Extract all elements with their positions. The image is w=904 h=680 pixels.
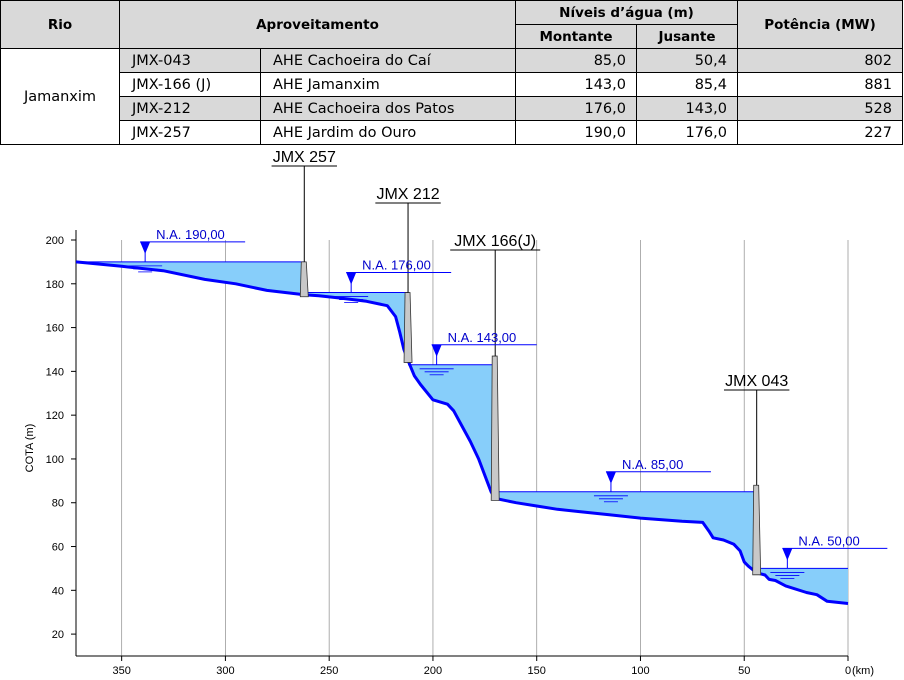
montante-cell: 190,0 — [515, 120, 637, 145]
riverbed — [75, 260, 849, 605]
code-cell: JMX-166 (J) — [119, 72, 261, 97]
y-tick-label: 20 — [52, 629, 64, 641]
water-level-label: N.A. 176,00 — [362, 258, 431, 273]
x-tick-label: 0 — [845, 665, 851, 677]
potencia-cell: 227 — [737, 120, 903, 145]
y-tick-label: 180 — [46, 279, 64, 291]
dam-label: JMX 166(J) — [454, 233, 536, 250]
col-jusante: Jusante — [636, 24, 738, 49]
y-axis-label: COTA (m) — [24, 424, 36, 473]
rio-cell: Jamanxim — [0, 48, 120, 145]
y-tick-label: 40 — [52, 585, 64, 597]
col-montante: Montante — [515, 24, 637, 49]
water-level-label: N.A. 50,00 — [798, 533, 859, 548]
dam-structure — [490, 355, 500, 501]
longitudinal-profile-chart: JMX 257 JMX 212 JMX 166(J) JMX 043 N.A. 190… — [24, 149, 888, 677]
table-row: JMX-257 AHE Jardim do Ouro 190,0 176,0 2… — [1, 120, 903, 145]
y-tick-label: 100 — [46, 454, 64, 466]
jusante-cell: 85,4 — [636, 72, 738, 97]
potencia-cell: 802 — [737, 48, 903, 73]
x-axis-unit: (km) — [852, 665, 874, 677]
montante-cell: 85,0 — [515, 48, 637, 73]
x-tick-label: 150 — [528, 665, 546, 677]
potencia-cell: 881 — [737, 72, 903, 97]
montante-cell: 176,0 — [515, 96, 637, 121]
water-level-label: N.A. 85,00 — [622, 457, 683, 472]
dam-structure — [299, 261, 309, 298]
jusante-cell: 50,4 — [636, 48, 738, 73]
dam-structure — [752, 484, 762, 576]
reservoir-area — [304, 292, 408, 361]
montante-cell: 143,0 — [515, 72, 637, 97]
y-tick-label: 200 — [46, 235, 64, 247]
name-cell: AHE Jardim do Ouro — [260, 120, 516, 145]
x-tick-label: 350 — [112, 665, 130, 677]
subheader-row: Montante Jusante — [1, 24, 903, 49]
y-tick-label: 60 — [52, 542, 64, 554]
table-row: JMX-212 AHE Cachoeira dos Patos 176,0 14… — [1, 96, 903, 121]
reservoir-area — [408, 364, 496, 499]
code-cell: JMX-257 — [119, 120, 261, 145]
grid-lines — [121, 240, 849, 656]
col-niveis: Níveis d’água (m) — [515, 0, 738, 25]
x-tick-label: 100 — [631, 665, 649, 677]
col-aproveitamento: Aproveitamento — [119, 0, 516, 49]
reservoirs — [76, 261, 848, 604]
axes — [71, 230, 849, 661]
col-rio: Rio — [0, 0, 120, 49]
water-level-label: N.A. 190,00 — [156, 227, 225, 242]
dam-structure — [403, 292, 413, 363]
name-cell: AHE Jamanxim — [260, 72, 516, 97]
code-cell: JMX-212 — [119, 96, 261, 121]
header-row: Rio Aproveitamento Níveis d’água (m) Pot… — [0, 0, 903, 49]
col-potencia: Potência (MW) — [737, 0, 903, 49]
dam-label: JMX 043 — [725, 373, 788, 390]
water-level-markers: N.A. 190,00 N.A. 176,00 N.A. 143,00 N.A. 85… — [128, 227, 888, 579]
jusante-cell: 176,0 — [636, 120, 738, 145]
dam-label: JMX 257 — [273, 149, 336, 166]
dams: JMX 257 JMX 212 JMX 166(J) JMX 043 — [271, 149, 790, 576]
table-row: Jamanxim JMX-043 AHE Cachoeira do Caí 85… — [0, 48, 903, 145]
hydropower-table: Rio Aproveitamento Níveis d’água (m) Pot… — [0, 0, 903, 145]
dam-label: JMX 212 — [376, 186, 439, 203]
y-tick-label: 160 — [46, 323, 64, 335]
tick-labels: 350 300 250 200 150 100 50 0 20 40 60 80 100 120 140 16… — [46, 235, 851, 677]
jusante-cell: 143,0 — [636, 96, 738, 121]
y-tick-label: 120 — [46, 410, 64, 422]
x-tick-label: 250 — [320, 665, 338, 677]
x-tick-label: 200 — [424, 665, 442, 677]
y-tick-label: 80 — [52, 498, 64, 510]
reservoir-area — [495, 491, 757, 573]
table-row: JMX-166 (J) AHE Jamanxim 143,0 85,4 881 — [1, 72, 903, 97]
water-level-label: N.A. 143,00 — [448, 330, 517, 345]
x-tick-label: 50 — [738, 665, 750, 677]
name-cell: AHE Cachoeira do Caí — [260, 48, 516, 73]
code-cell: JMX-043 — [119, 48, 261, 73]
y-tick-label: 140 — [46, 366, 64, 378]
riverbed-line — [75, 260, 849, 605]
potencia-cell: 528 — [737, 96, 903, 121]
reservoir-area — [76, 261, 305, 295]
name-cell: AHE Cachoeira dos Patos — [260, 96, 516, 121]
reservoir-area — [756, 568, 848, 604]
x-tick-label: 300 — [216, 665, 234, 677]
